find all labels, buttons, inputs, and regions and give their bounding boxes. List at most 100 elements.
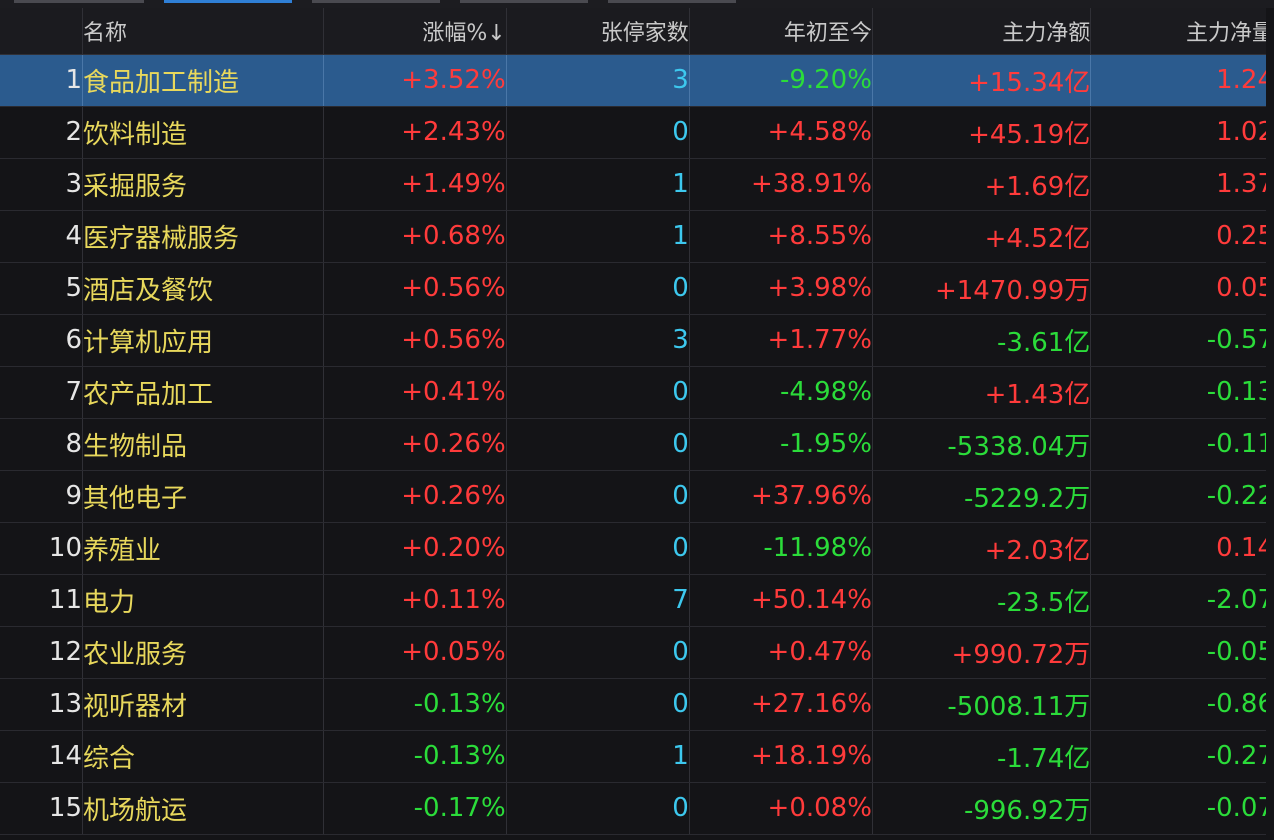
header-name[interactable]: 名称 [82, 8, 324, 55]
sector-name: 农业服务 [82, 626, 324, 679]
table-row[interactable]: 6 计算机应用 +0.56% 3 +1.77% -3.61亿 -0.57 [0, 314, 1274, 367]
row-index: 4 [0, 210, 84, 263]
ytd-cell: +3.98% [689, 262, 873, 315]
row-index: 11 [0, 574, 84, 627]
table-row[interactable]: 5 酒店及餐饮 +0.56% 0 +3.98% +1470.99万 0.05 [0, 262, 1274, 315]
change-pct-cell: +0.56% [323, 314, 507, 367]
table-row[interactable]: 4 医疗器械服务 +0.68% 1 +8.55% +4.52亿 0.25 [0, 210, 1274, 263]
header-main-net-amount[interactable]: 主力净额 [872, 8, 1092, 55]
tab-1[interactable] [14, 0, 144, 3]
table-header-row: 名称 涨幅%↓ 张停家数 年初至今 主力净额 主力净量 [0, 8, 1274, 55]
sector-name: 农产品加工 [82, 366, 324, 419]
table-row[interactable]: 3 采掘服务 +1.49% 1 +38.91% +1.69亿 1.37 [0, 158, 1274, 211]
limit-up-count-cell: 1 [506, 158, 690, 211]
sector-name: 机场航运 [82, 782, 324, 835]
change-pct-cell: +0.11% [323, 574, 507, 627]
change-pct-cell: +2.43% [323, 106, 507, 159]
sector-name: 生物制品 [82, 418, 324, 471]
table-row[interactable]: 8 生物制品 +0.26% 0 -1.95% -5338.04万 -0.11 [0, 418, 1274, 471]
change-pct-cell: -0.17% [323, 782, 507, 835]
table-row[interactable]: 15 机场航运 -0.17% 0 +0.08% -996.92万 -0.07 [0, 782, 1274, 835]
scrollbar-track[interactable] [1266, 8, 1274, 840]
main-net-amount-cell: +990.72万 [872, 626, 1092, 679]
ytd-cell: +0.47% [689, 626, 873, 679]
main-net-amount-cell: -3.61亿 [872, 314, 1092, 367]
main-net-volume-cell: 1.24 [1090, 54, 1274, 107]
main-net-volume-cell: -0.86 [1090, 678, 1274, 731]
table-row[interactable]: 11 电力 +0.11% 7 +50.14% -23.5亿 -2.07 [0, 574, 1274, 627]
limit-up-count-cell: 1 [506, 730, 690, 783]
limit-up-count-cell: 0 [506, 418, 690, 471]
tab-bar [0, 0, 1274, 8]
table-row[interactable]: 1 食品加工制造 +3.52% 3 -9.20% +15.34亿 1.24 [0, 54, 1274, 107]
tab-4[interactable] [460, 0, 588, 3]
change-pct-cell: -0.13% [323, 678, 507, 731]
sector-name: 饮料制造 [82, 106, 324, 159]
header-limit-up-count[interactable]: 张停家数 [506, 8, 690, 55]
main-net-amount-cell: +45.19亿 [872, 106, 1092, 159]
row-index: 12 [0, 626, 84, 679]
sector-name: 综合 [82, 730, 324, 783]
table-row[interactable]: 12 农业服务 +0.05% 0 +0.47% +990.72万 -0.05 [0, 626, 1274, 679]
main-net-volume-cell: 0.05 [1090, 262, 1274, 315]
row-index: 5 [0, 262, 84, 315]
main-net-volume-cell: -0.13 [1090, 366, 1274, 419]
sector-name: 食品加工制造 [82, 54, 324, 107]
ytd-cell: +18.19% [689, 730, 873, 783]
ytd-cell: -11.98% [689, 522, 873, 575]
limit-up-count-cell: 0 [506, 782, 690, 835]
main-net-volume-cell: -0.05 [1090, 626, 1274, 679]
change-pct-cell: +0.56% [323, 262, 507, 315]
header-change-pct[interactable]: 涨幅%↓ [323, 8, 507, 55]
row-index: 8 [0, 418, 84, 471]
main-net-amount-cell: +4.52亿 [872, 210, 1092, 263]
tab-3[interactable] [312, 0, 440, 3]
row-index: 3 [0, 158, 84, 211]
limit-up-count-cell: 0 [506, 626, 690, 679]
row-index: 6 [0, 314, 84, 367]
table-row[interactable]: 13 视听器材 -0.13% 0 +27.16% -5008.11万 -0.86 [0, 678, 1274, 731]
change-pct-cell: +0.68% [323, 210, 507, 263]
ytd-cell: -4.98% [689, 366, 873, 419]
sector-name: 电力 [82, 574, 324, 627]
change-pct-cell: +0.20% [323, 522, 507, 575]
main-net-volume-cell: -2.07 [1090, 574, 1274, 627]
header-main-net-volume[interactable]: 主力净量 [1090, 8, 1274, 55]
table-row[interactable]: 14 综合 -0.13% 1 +18.19% -1.74亿 -0.27 [0, 730, 1274, 783]
table-row[interactable]: 10 养殖业 +0.20% 0 -11.98% +2.03亿 0.14 [0, 522, 1274, 575]
ytd-cell: +50.14% [689, 574, 873, 627]
tab-5[interactable] [608, 0, 736, 3]
ytd-cell: +38.91% [689, 158, 873, 211]
table-row[interactable]: 7 农产品加工 +0.41% 0 -4.98% +1.43亿 -0.13 [0, 366, 1274, 419]
sector-name: 酒店及餐饮 [82, 262, 324, 315]
change-pct-cell: -0.13% [323, 730, 507, 783]
row-index: 1 [0, 54, 84, 107]
ytd-cell: -9.20% [689, 54, 873, 107]
table-row[interactable]: 9 其他电子 +0.26% 0 +37.96% -5229.2万 -0.22 [0, 470, 1274, 523]
sector-name: 采掘服务 [82, 158, 324, 211]
main-net-volume-cell: 1.02 [1090, 106, 1274, 159]
change-pct-cell: +3.52% [323, 54, 507, 107]
main-net-volume-cell: -0.57 [1090, 314, 1274, 367]
change-pct-cell: +0.05% [323, 626, 507, 679]
main-net-amount-cell: -1.74亿 [872, 730, 1092, 783]
row-index: 9 [0, 470, 84, 523]
main-net-volume-cell: -0.22 [1090, 470, 1274, 523]
limit-up-count-cell: 0 [506, 470, 690, 523]
main-net-volume-cell: 1.37 [1090, 158, 1274, 211]
row-index: 14 [0, 730, 84, 783]
change-pct-cell: +0.26% [323, 470, 507, 523]
header-index[interactable] [0, 8, 84, 55]
main-net-amount-cell: +1.43亿 [872, 366, 1092, 419]
header-ytd[interactable]: 年初至今 [689, 8, 873, 55]
ytd-cell: -1.95% [689, 418, 873, 471]
tab-2[interactable] [164, 0, 292, 3]
row-index: 15 [0, 782, 84, 835]
sector-quote-table: 名称 涨幅%↓ 张停家数 年初至今 主力净额 主力净量 1 食品加工制造 +3.52… [0, 8, 1274, 835]
main-net-amount-cell: +2.03亿 [872, 522, 1092, 575]
table-row[interactable]: 2 饮料制造 +2.43% 0 +4.58% +45.19亿 1.02 [0, 106, 1274, 159]
sector-name: 其他电子 [82, 470, 324, 523]
row-index: 7 [0, 366, 84, 419]
row-index: 2 [0, 106, 84, 159]
limit-up-count-cell: 3 [506, 54, 690, 107]
